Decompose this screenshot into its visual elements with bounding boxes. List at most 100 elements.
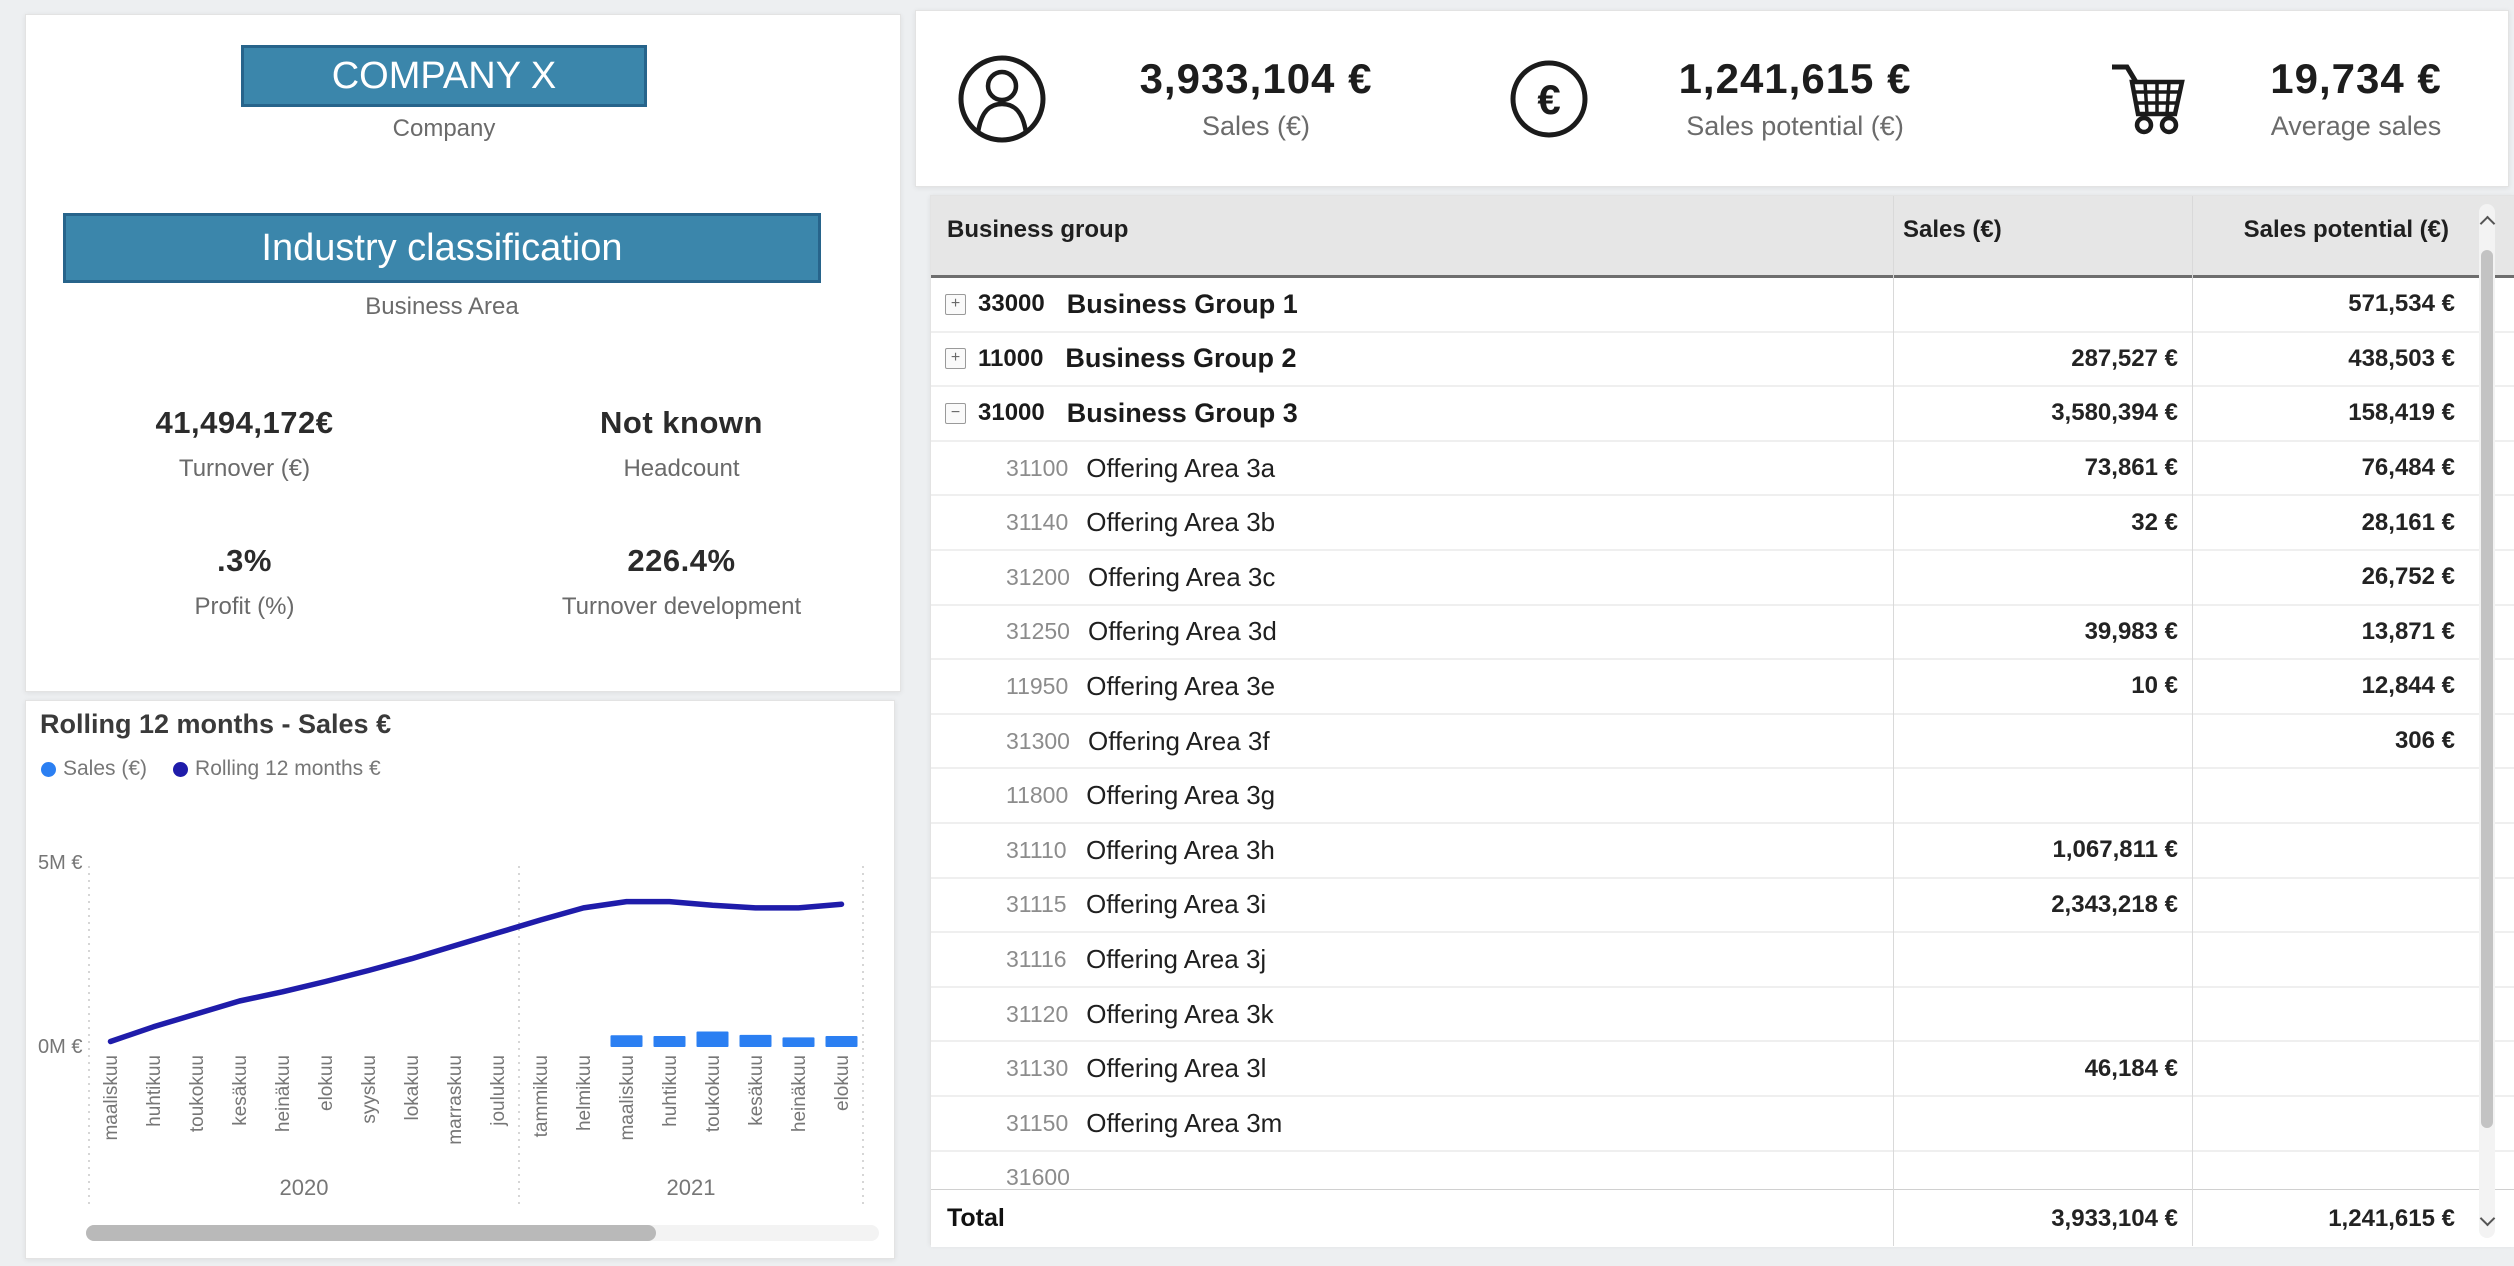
- column-header-sales[interactable]: Sales (€): [1893, 196, 2192, 244]
- row-name: Offering Area 3i: [1086, 889, 1266, 920]
- table-row[interactable]: 11800Offering Area 3g: [931, 769, 2514, 824]
- table-vertical-scrollbar[interactable]: [2479, 204, 2495, 1238]
- row-code: 31600: [1006, 1164, 1070, 1189]
- column-header-business-group[interactable]: Business group: [931, 196, 1893, 244]
- row-name: Offering Area 3d: [1088, 616, 1277, 647]
- x-axis-month-label: elokuu: [832, 1055, 852, 1205]
- scrollbar-thumb[interactable]: [2481, 250, 2493, 1128]
- table-row[interactable]: 31140Offering Area 3b32 €28,161 €: [931, 496, 2514, 551]
- scroll-up-icon[interactable]: [2480, 216, 2496, 232]
- row-name: Offering Area 3l: [1086, 1053, 1266, 1084]
- sales-bar[interactable]: [740, 1035, 772, 1047]
- x-axis-month-label: helmikuu: [574, 1055, 594, 1205]
- table-row[interactable]: 31600: [931, 1152, 2514, 1190]
- row-code: 31100: [1006, 455, 1068, 482]
- table-row[interactable]: 31116Offering Area 3j: [931, 933, 2514, 988]
- row-code: 31110: [1006, 837, 1068, 864]
- row-name: Offering Area 3a: [1086, 453, 1275, 484]
- sales-value: 46,184 €: [1893, 1055, 2192, 1083]
- table-row[interactable]: +11000Business Group 2287,527 €438,503 €: [931, 333, 2514, 388]
- kpi-label: Profit (%): [26, 593, 463, 621]
- sales-potential-value: 158,419 €: [2192, 399, 2514, 427]
- kpi-average-sales: 19,734 € Average sales: [2106, 11, 2470, 186]
- row-code: 31120: [1006, 1001, 1068, 1028]
- expand-icon[interactable]: +: [945, 294, 966, 315]
- row-name: Offering Area 3h: [1086, 835, 1275, 866]
- svg-text:€: €: [1537, 76, 1560, 123]
- table-row[interactable]: 31250Offering Area 3d39,983 €13,871 €: [931, 606, 2514, 661]
- table-row[interactable]: +33000Business Group 1571,534 €: [931, 278, 2514, 333]
- x-axis-month-label: lokakuu: [402, 1055, 422, 1205]
- kpi-value: 3,933,104 €: [1096, 55, 1416, 103]
- table-row[interactable]: 31150Offering Area 3m: [931, 1097, 2514, 1152]
- company-label: Company: [241, 115, 647, 143]
- dashboard: COMPANY X Company Industry classificatio…: [0, 0, 2514, 1266]
- table-row[interactable]: 31100 Offering Area 3a 73,861 €76,484 €: [931, 442, 2514, 497]
- x-axis-year-label: 2020: [244, 1175, 364, 1201]
- table-row[interactable]: 31115Offering Area 3i2,343,218 €: [931, 879, 2514, 934]
- column-header-sales-potential[interactable]: Sales potential (€): [2192, 196, 2514, 244]
- x-axis-month-label: tammikuu: [531, 1055, 551, 1205]
- row-name: Offering Area 3c: [1088, 562, 1275, 593]
- row-name: Business Group 2: [1065, 343, 1296, 374]
- kpi-label: Turnover development: [463, 593, 900, 621]
- kpi-label: Average sales: [2242, 111, 2470, 142]
- row-code: 11000: [978, 345, 1043, 373]
- row-code: 33000: [978, 290, 1045, 318]
- kpi-profit: .3% Profit (%): [26, 543, 463, 673]
- row-code: 31200: [1006, 564, 1070, 591]
- table-row[interactable]: 11950Offering Area 3e10 €12,844 €: [931, 660, 2514, 715]
- table-row[interactable]: 31110 Offering Area 3h 1,067,811 €: [931, 824, 2514, 879]
- sales-potential-value: 438,503 €: [2192, 345, 2514, 373]
- kpi-turnover: 41,494,172€ Turnover (€): [26, 405, 463, 535]
- sales-bar[interactable]: [654, 1036, 686, 1047]
- total-sales-value: 3,933,104 €: [1893, 1205, 2192, 1233]
- kpi-sales: 3,933,104 € Sales (€): [956, 11, 1416, 186]
- row-code: 31140: [1006, 509, 1068, 536]
- scrollbar-thumb[interactable]: [86, 1225, 656, 1241]
- sales-value: 73,861 €: [1893, 454, 2192, 482]
- sales-bar[interactable]: [783, 1037, 815, 1047]
- row-code: 31150: [1006, 1110, 1068, 1137]
- industry-name: Industry classification: [261, 227, 622, 270]
- chart-horizontal-scrollbar[interactable]: [86, 1225, 879, 1241]
- sales-value: 1,067,811 €: [1893, 836, 2192, 864]
- sales-bar[interactable]: [826, 1036, 858, 1047]
- rolling-12-months-line[interactable]: [111, 902, 842, 1042]
- scroll-down-icon[interactable]: [2480, 1211, 2496, 1227]
- table-row[interactable]: 31130 Offering Area 3l 46,184 €: [931, 1042, 2514, 1097]
- sales-value: 39,983 €: [1893, 618, 2192, 646]
- sales-bar[interactable]: [611, 1035, 643, 1047]
- x-axis-month-label: heinäkuu: [789, 1055, 809, 1205]
- total-sales-potential-value: 1,241,615 €: [2192, 1205, 2514, 1233]
- sales-potential-value: 76,484 €: [2192, 454, 2514, 482]
- row-name: Business Group 3: [1067, 398, 1298, 429]
- company-name-banner[interactable]: COMPANY X: [241, 45, 647, 107]
- table-row[interactable]: 31200Offering Area 3c26,752 €: [931, 551, 2514, 606]
- table-row[interactable]: 31120Offering Area 3k: [931, 988, 2514, 1043]
- business-group-table-card: Business group Sales (€) Sales potential…: [930, 195, 2514, 1245]
- total-label: Total: [931, 1204, 1893, 1233]
- kpi-sales-potential: € 1,241,615 € Sales potential (€): [1508, 11, 1952, 186]
- row-code: 31130: [1006, 1055, 1068, 1082]
- sales-value: 3,580,394 €: [1893, 399, 2192, 427]
- expand-icon[interactable]: +: [945, 348, 966, 369]
- kpi-value: 19,734 €: [2242, 55, 2470, 103]
- sales-value: 2,343,218 €: [1893, 891, 2192, 919]
- row-code: 31116: [1006, 946, 1068, 973]
- column-divider: [2192, 196, 2193, 1246]
- sales-bar[interactable]: [697, 1032, 729, 1048]
- table-body[interactable]: +33000Business Group 1571,534 €+11000Bus…: [931, 278, 2514, 1189]
- table-row[interactable]: 31300Offering Area 3f306 €: [931, 715, 2514, 770]
- row-code: 11950: [1006, 673, 1068, 700]
- table-row[interactable]: −31000Business Group 33,580,394 €158,419…: [931, 387, 2514, 442]
- x-axis-month-label: maaliskuu: [101, 1055, 121, 1205]
- table-header: Business group Sales (€) Sales potential…: [931, 196, 2514, 278]
- row-name: Business Group 1: [1067, 289, 1298, 320]
- kpi-label: Turnover (€): [26, 455, 463, 483]
- sales-potential-value: 28,161 €: [2192, 509, 2514, 537]
- x-axis-year-label: 2021: [631, 1175, 751, 1201]
- industry-classification-banner[interactable]: Industry classification: [63, 213, 821, 283]
- collapse-icon[interactable]: −: [945, 403, 966, 424]
- kpi-label: Sales (€): [1096, 111, 1416, 142]
